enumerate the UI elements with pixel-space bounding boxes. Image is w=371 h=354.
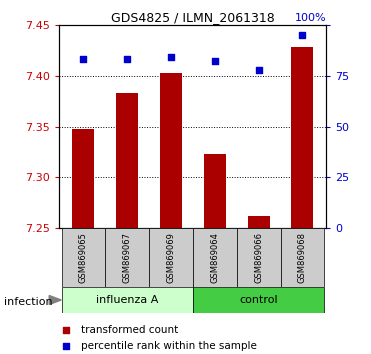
Point (124, 57, 130, 62)
Bar (292, 47, 313, 228)
Text: GSM869069: GSM869069 (167, 232, 175, 283)
Text: percentile rank within the sample: percentile rank within the sample (81, 341, 257, 351)
Bar (237, 228, 280, 287)
Text: transformed count: transformed count (81, 325, 178, 335)
Bar (72, 129, 94, 228)
Text: GSM869066: GSM869066 (254, 232, 263, 283)
Bar (193, 228, 237, 287)
Point (81, 57, 86, 62)
Text: GSM869065: GSM869065 (79, 232, 88, 283)
Bar (62, 228, 105, 287)
Point (63, 327, 69, 333)
Text: infection: infection (4, 297, 52, 307)
Bar (193, 287, 324, 313)
Text: GSM869068: GSM869068 (298, 232, 307, 283)
Bar (280, 228, 324, 287)
Bar (204, 154, 226, 228)
Title: GDS4825 / ILMN_2061318: GDS4825 / ILMN_2061318 (111, 11, 275, 24)
Bar (105, 228, 149, 287)
Polygon shape (49, 296, 61, 304)
Text: GSM869067: GSM869067 (123, 232, 132, 283)
Point (168, 55, 174, 60)
Text: influenza A: influenza A (96, 295, 158, 305)
Point (299, 32, 305, 38)
Point (63, 343, 69, 349)
Text: 100%: 100% (295, 13, 326, 23)
Bar (248, 216, 270, 228)
Bar (116, 93, 138, 228)
Bar (62, 287, 193, 313)
Point (212, 58, 218, 64)
Bar (160, 73, 182, 228)
Bar (149, 228, 193, 287)
Point (256, 67, 262, 73)
Text: control: control (239, 295, 278, 305)
Text: GSM869064: GSM869064 (210, 232, 219, 283)
